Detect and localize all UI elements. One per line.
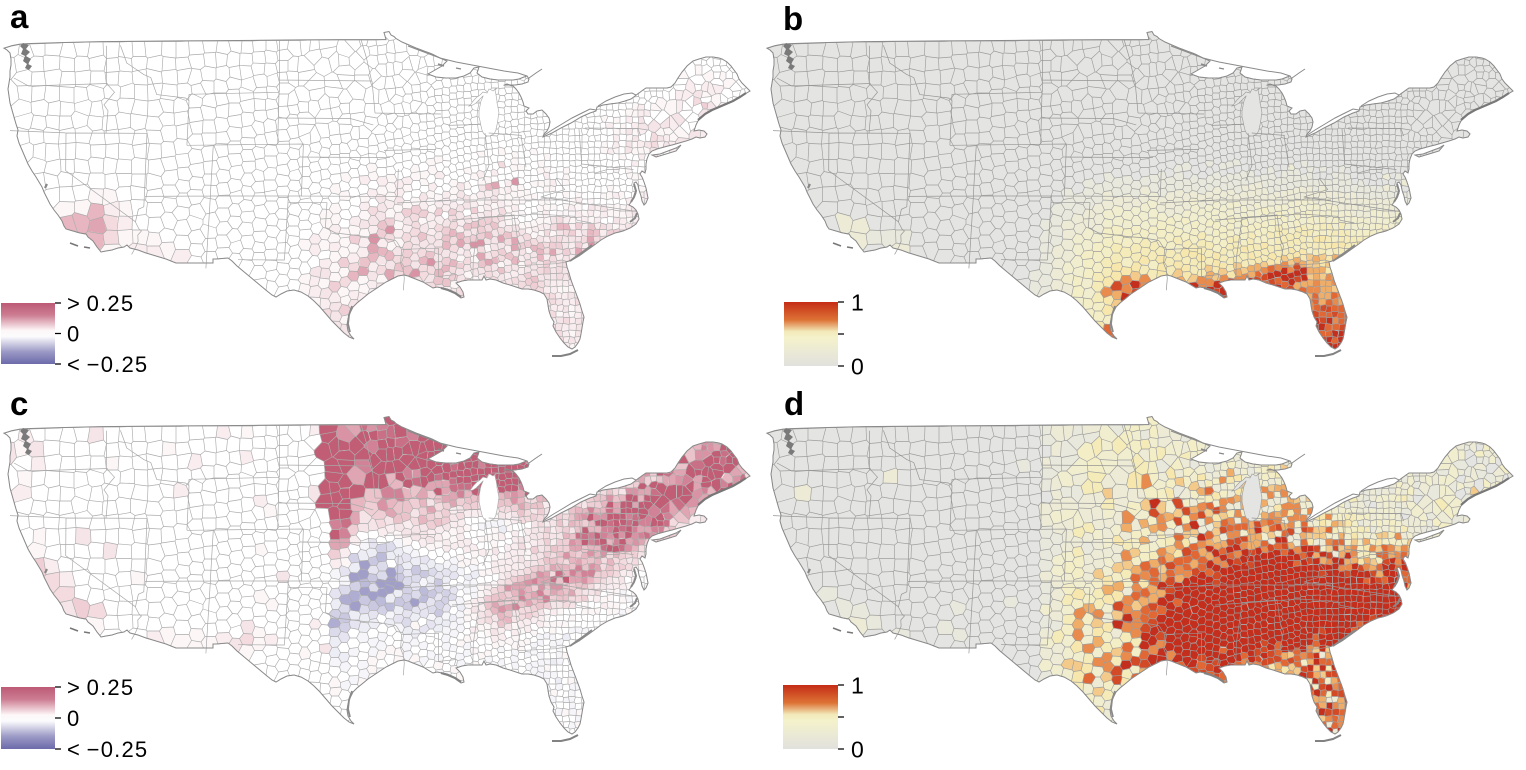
- svg-text:1: 1: [851, 672, 864, 698]
- svg-text:a: a: [10, 0, 29, 35]
- svg-text:0: 0: [851, 353, 864, 379]
- svg-text:0: 0: [851, 736, 864, 762]
- svg-text:> 0.25: > 0.25: [67, 675, 134, 700]
- svg-text:c: c: [10, 385, 28, 422]
- svg-text:d: d: [784, 385, 804, 422]
- svg-text:0: 0: [67, 321, 80, 346]
- svg-text:< −0.25: < −0.25: [67, 737, 148, 762]
- svg-text:< −0.25: < −0.25: [67, 352, 148, 377]
- svg-text:1: 1: [851, 289, 864, 315]
- svg-text:b: b: [783, 0, 803, 37]
- svg-text:> 0.25: > 0.25: [67, 291, 134, 316]
- svg-text:0: 0: [67, 706, 80, 731]
